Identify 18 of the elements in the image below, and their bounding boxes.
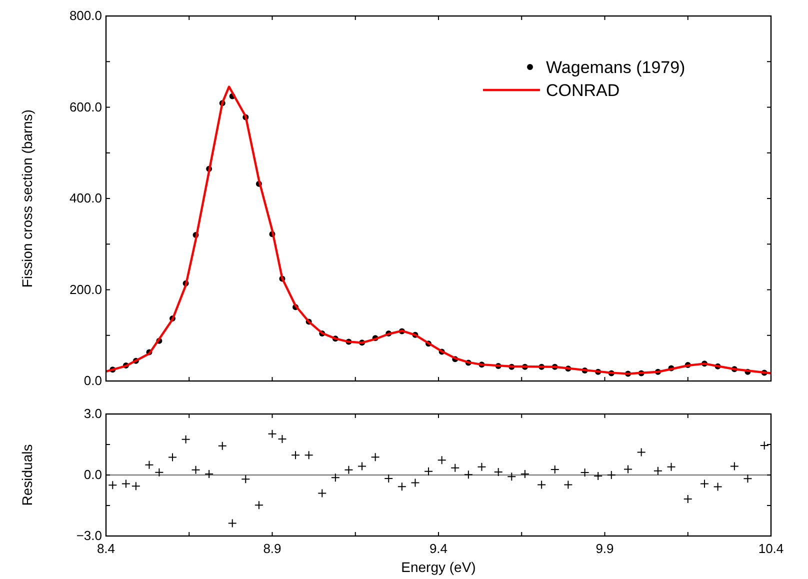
x-axis-title: Energy (eV) [401,559,476,575]
y-tick-label: 800.0 [69,8,102,23]
y-tick-label: 600.0 [69,99,102,114]
x-tick-label: 8.4 [96,541,116,556]
y-tick-label: 400.0 [69,190,102,206]
x-tick-label: 9.9 [596,541,614,556]
y-axis-title: Residuals [19,444,35,506]
y-tick-label: 0.0 [84,373,102,388]
y-axis-title: Fission cross section (barns) [19,109,35,288]
legend-label: CONRAD [546,81,620,100]
y-tick-label: 0.0 [84,467,102,482]
x-tick-label: 8.9 [263,541,282,556]
x-tick-label: 10.4 [758,541,784,556]
y-tick-label: 200.0 [69,282,102,297]
legend-label: Wagemans (1979) [546,58,686,77]
y-tick-label: 3.0 [84,406,102,421]
y-tick-label: −3.0 [76,528,102,543]
x-tick-label: 9.4 [429,541,448,556]
